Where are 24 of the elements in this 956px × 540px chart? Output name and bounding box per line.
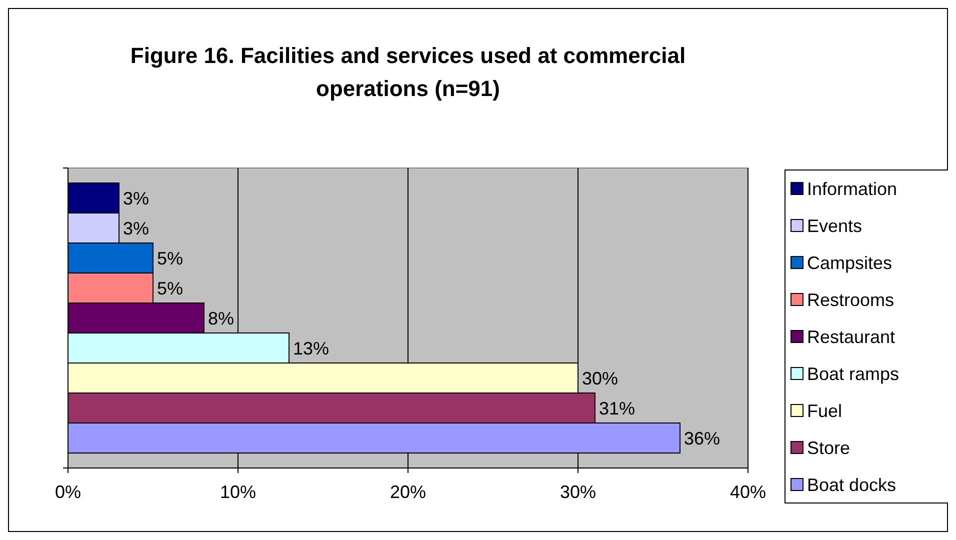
data-label: 30% <box>582 368 618 388</box>
legend-label: Restrooms <box>807 290 894 310</box>
x-tick-label: 30% <box>560 482 596 502</box>
x-tick-label: 10% <box>220 482 256 502</box>
data-label: 5% <box>157 278 184 298</box>
data-label: 31% <box>599 398 636 418</box>
data-label: 8% <box>208 308 234 328</box>
data-label: 3% <box>123 218 150 238</box>
data-label: 3% <box>123 188 150 208</box>
legend-label: Events <box>807 216 862 236</box>
data-label: 36% <box>684 428 720 448</box>
data-label: 13% <box>293 338 330 358</box>
legend-label: Boat ramps <box>807 364 900 384</box>
legend-label: Fuel <box>807 400 842 421</box>
legend-label: Store <box>807 438 850 458</box>
legend-label: Information <box>807 178 898 199</box>
x-tick-label: 0% <box>54 482 82 502</box>
data-label: 5% <box>157 248 184 268</box>
legend-label: Campsites <box>807 252 892 273</box>
x-tick-label: 20% <box>390 482 426 502</box>
x-tick-label: 40% <box>730 482 766 502</box>
chart-title: Figure 16. Facilities and services used at commercial operations (n=91) <box>130 43 686 101</box>
legend-label: Restaurant <box>807 326 896 347</box>
legend-label: Boat docks <box>807 474 896 495</box>
